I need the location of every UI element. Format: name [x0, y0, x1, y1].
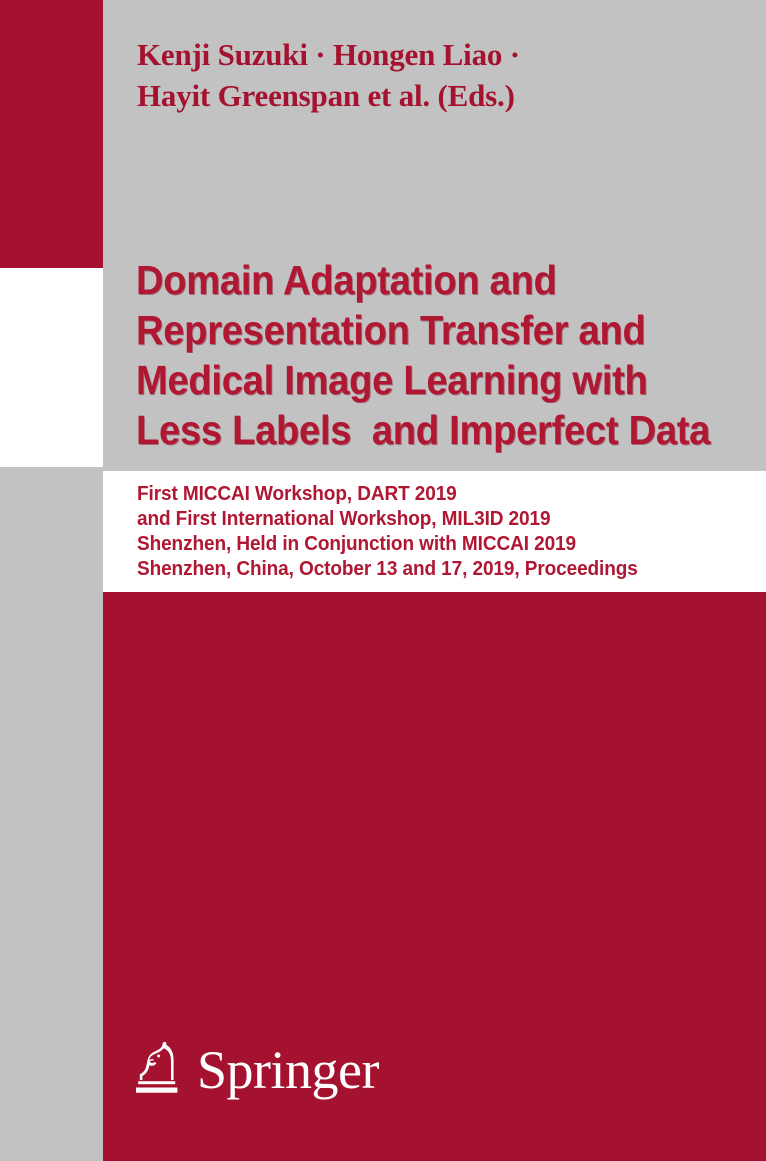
- springer-knight-icon: [133, 1037, 183, 1099]
- subtitle-line-2: and First International Workshop, MIL3ID…: [137, 508, 551, 530]
- subtitle-band: First MICCAI Workshop, DART 2019 and Fir…: [103, 471, 766, 592]
- subtitle-line-3: Shenzhen, Held in Conjunction with MICCA…: [137, 533, 576, 555]
- title-line-3: Medical Image Learning with: [136, 357, 648, 403]
- editors-block: Kenji Suzuki · Hongen Liao · Hayit Green…: [137, 34, 737, 116]
- title-line-1: Domain Adaptation and: [136, 257, 557, 303]
- springer-logo: Springer: [133, 1037, 379, 1099]
- lncs-series-band: LNCS 11795: [0, 268, 103, 467]
- subtitle-line-4: Shenzhen, China, October 13 and 17, 2019…: [137, 558, 638, 580]
- title-line-4: Less Labels and Imperfect Data: [136, 407, 711, 453]
- springer-wordmark: Springer: [197, 1040, 379, 1100]
- subtitle-line-1: First MICCAI Workshop, DART 2019: [137, 483, 457, 505]
- spine-red-block: [0, 0, 103, 268]
- editors-line-1: Kenji Suzuki · Hongen Liao ·: [137, 37, 520, 72]
- cover-lower-red-panel: Springer: [103, 592, 766, 1161]
- book-subtitle: First MICCAI Workshop, DART 2019 and Fir…: [137, 482, 757, 582]
- title-line-2: Representation Transfer and: [136, 307, 646, 353]
- book-title: Domain Adaptation and Representation Tra…: [136, 255, 746, 455]
- editors-line-2: Hayit Greenspan et al. (Eds.): [137, 78, 515, 113]
